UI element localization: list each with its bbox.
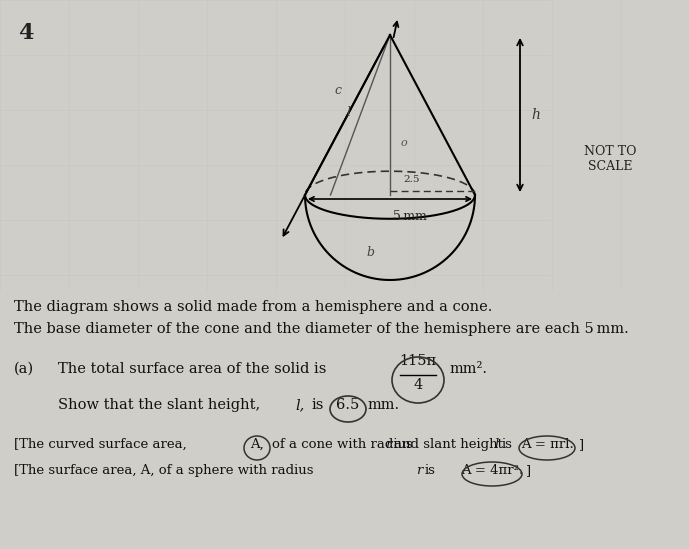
Text: l: l <box>346 107 350 120</box>
Text: 4: 4 <box>18 22 33 44</box>
Text: l,: l, <box>295 398 305 412</box>
Text: 115π: 115π <box>400 354 437 368</box>
Text: 2.5: 2.5 <box>404 175 420 183</box>
Text: h: h <box>531 108 540 122</box>
Text: 6.5: 6.5 <box>336 398 360 412</box>
Text: A,: A, <box>250 438 264 451</box>
Text: 4: 4 <box>413 378 422 392</box>
Text: is: is <box>502 438 513 451</box>
Text: The base diameter of the cone and the diameter of the hemisphere are each 5 mm.: The base diameter of the cone and the di… <box>14 322 629 336</box>
Text: b: b <box>366 247 374 260</box>
Text: (a): (a) <box>14 362 34 376</box>
Text: mm.: mm. <box>368 398 400 412</box>
Text: is: is <box>312 398 325 412</box>
Text: is: is <box>425 464 436 477</box>
Text: [The surface area, A, of a sphere with radius: [The surface area, A, of a sphere with r… <box>14 464 313 477</box>
Text: The diagram shows a solid made from a hemisphere and a cone.: The diagram shows a solid made from a he… <box>14 300 493 314</box>
Text: ]: ] <box>525 464 530 477</box>
Text: A = 4πr².: A = 4πr². <box>461 464 523 477</box>
Text: A = πrl.: A = πrl. <box>521 438 573 451</box>
Text: NOT TO
SCALE: NOT TO SCALE <box>584 145 636 173</box>
Text: of a cone with radius: of a cone with radius <box>272 438 413 451</box>
Text: 5 mm: 5 mm <box>393 210 427 223</box>
Text: ]: ] <box>578 438 583 451</box>
Text: c: c <box>334 83 342 97</box>
Text: Show that the slant height,: Show that the slant height, <box>58 398 260 412</box>
Text: [The curved surface area,: [The curved surface area, <box>14 438 187 451</box>
Text: The total surface area of the solid is: The total surface area of the solid is <box>58 362 327 376</box>
Text: r: r <box>416 464 422 477</box>
Text: o: o <box>400 138 407 148</box>
Text: r: r <box>385 438 391 451</box>
Text: mm².: mm². <box>450 362 488 376</box>
Text: and slant height: and slant height <box>394 438 503 451</box>
Text: l: l <box>494 438 498 451</box>
